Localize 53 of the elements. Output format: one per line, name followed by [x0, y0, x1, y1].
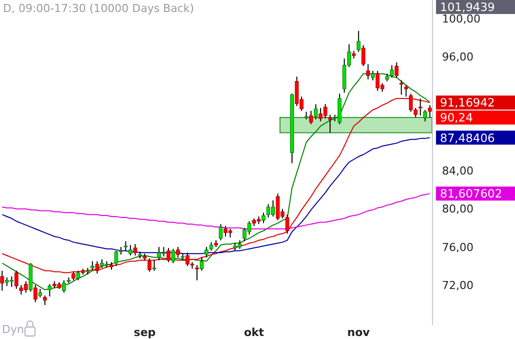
y-tick-label: 100,00 — [442, 12, 480, 26]
candlestick — [404, 84, 408, 98]
y-tick-label: 96,00 — [442, 50, 474, 64]
candlestick — [133, 244, 138, 256]
candlestick — [204, 246, 208, 258]
candlestick — [361, 44, 366, 67]
candlestick — [428, 104, 432, 118]
candlestick — [423, 109, 428, 122]
candlestick — [328, 114, 332, 134]
candlestick — [176, 246, 180, 258]
candlestick — [43, 294, 47, 306]
text: 90,24 — [440, 110, 473, 125]
candlestick — [356, 30, 360, 52]
candlestick — [218, 224, 223, 241]
candlestick — [314, 104, 318, 120]
candlestick — [399, 80, 404, 96]
y-tick-label: 84,00 — [442, 164, 474, 178]
candlestick — [128, 244, 132, 256]
candlestick — [14, 270, 18, 290]
candlestick — [48, 284, 52, 297]
candlestick — [309, 110, 313, 125]
y-tick-label: 80,00 — [442, 202, 474, 216]
line-series — [2, 98, 430, 274]
chart-title: D, 09:00-17:30 (10000 Days Back) — [3, 2, 194, 15]
candlestick — [33, 284, 38, 303]
candlestick — [390, 64, 394, 78]
y-tick-label: 72,00 — [442, 278, 474, 292]
candlestick — [370, 70, 375, 81]
candlestick — [394, 62, 399, 78]
candlestick — [95, 260, 100, 274]
y-tick-label: 76,00 — [442, 240, 474, 254]
candlestick — [0, 270, 4, 292]
candlestick — [171, 248, 176, 264]
candlestick — [166, 247, 170, 263]
candlestick — [285, 214, 290, 234]
candlestick — [148, 258, 152, 272]
candlestick — [262, 212, 266, 224]
x-tick-label: nov — [347, 326, 371, 339]
annotation: Dyn — [2, 323, 24, 336]
x-tick-label: sep — [134, 326, 156, 339]
data-label: 91,16942 — [440, 96, 495, 110]
data-label: 87,48406 — [440, 130, 495, 145]
candlestick — [124, 240, 128, 252]
text: 101,9439 — [440, 0, 495, 14]
candlestick — [366, 64, 370, 80]
candlestick — [195, 264, 199, 281]
candlestick — [76, 270, 80, 281]
candlestick — [152, 260, 156, 272]
candlestick — [200, 256, 204, 272]
x-tick-label: okt — [244, 326, 264, 339]
candlestick — [418, 98, 422, 116]
candlestick — [62, 280, 66, 294]
data-label: 81,607602 — [440, 186, 502, 201]
